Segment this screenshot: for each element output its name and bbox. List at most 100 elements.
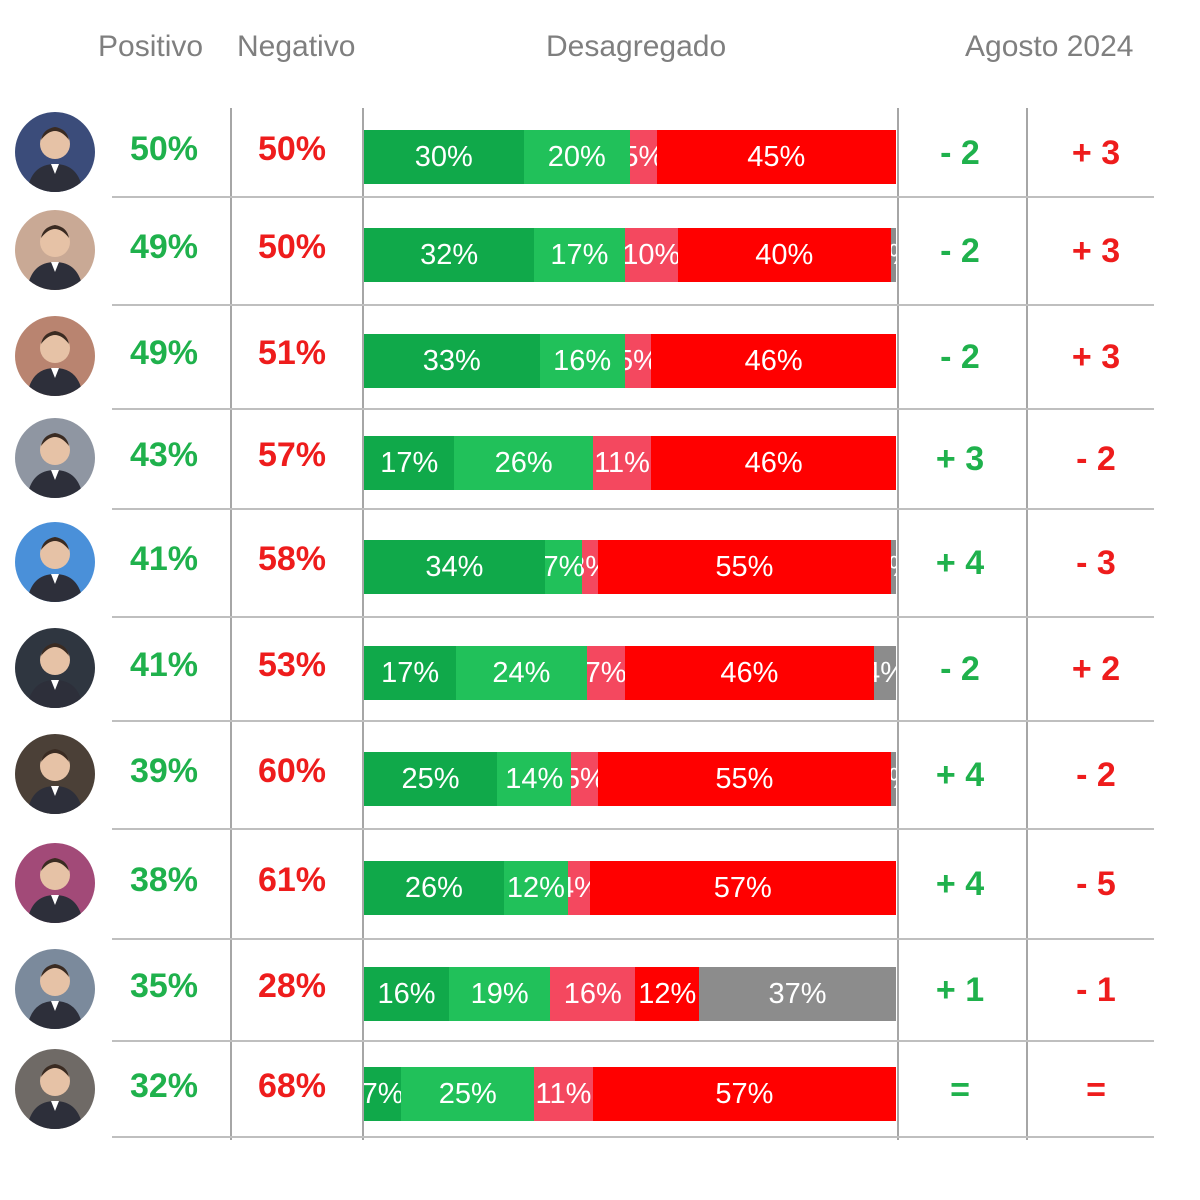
column-divider: [897, 108, 899, 1140]
row-divider: [112, 720, 1154, 722]
bar-segment-label: 7%: [544, 550, 583, 583]
bar-segment: 46%: [651, 334, 896, 388]
row-divider: [112, 938, 1154, 940]
bar-segment: 7%: [364, 1067, 402, 1121]
avatar: [15, 522, 95, 602]
bar-segment-label: 11%: [535, 1077, 592, 1110]
row-divider: [112, 196, 1154, 198]
bar-segment: 12%: [635, 967, 700, 1021]
avatar: [15, 418, 95, 498]
row-divider: [112, 1040, 1154, 1042]
person-icon: [15, 418, 95, 498]
bar-segment: 20%: [523, 130, 630, 184]
bar-segment-label: 57%: [715, 1077, 774, 1110]
change-positive: - 2: [940, 338, 980, 376]
bar-segment-label: 16%: [377, 977, 436, 1010]
stacked-bar: 26%12%4%57%0%: [364, 861, 896, 915]
person-icon: [15, 210, 95, 290]
person-icon: [15, 522, 95, 602]
change-positive: + 4: [935, 865, 985, 903]
change-positive: - 2: [940, 134, 980, 172]
bar-segment-label: 55%: [715, 762, 774, 795]
bar-segment: 46%: [624, 646, 875, 700]
bar-segment: 32%: [364, 228, 535, 282]
bar-segment: 30%: [364, 130, 524, 184]
change-negative: + 3: [1071, 134, 1121, 172]
bar-segment-label: 10%: [624, 238, 678, 271]
change-positive: + 3: [935, 440, 985, 478]
bar-segment-label: 30%: [414, 140, 473, 173]
row-divider: [112, 304, 1154, 306]
bar-segment: 37%: [699, 967, 896, 1021]
negative-value: 68%: [257, 1067, 327, 1105]
bar-segment: 11%: [592, 436, 652, 490]
bar-segment-label: 25%: [401, 762, 460, 795]
bar-segment: 55%: [598, 752, 891, 806]
row-divider: [112, 1136, 1154, 1138]
negative-value: 28%: [257, 967, 327, 1005]
bar-segment-label: 7%: [364, 1077, 402, 1110]
bar-segment-label: 32%: [420, 238, 479, 271]
bar-segment-label: 46%: [744, 344, 803, 377]
positive-value: 50%: [129, 130, 199, 168]
change-positive: + 4: [935, 544, 985, 582]
bar-segment-label: 17%: [381, 656, 440, 689]
bar-segment: 1%: [890, 540, 896, 594]
stacked-bar: 17%26%11%46%0%: [364, 436, 896, 490]
bar-segment-label: 1%: [891, 551, 896, 584]
bar-segment: 17%: [364, 436, 455, 490]
bar-segment-label: 16%: [553, 344, 612, 377]
bar-segment: 12%: [503, 861, 569, 915]
negative-value: 57%: [257, 436, 327, 474]
change-negative: - 2: [1076, 440, 1116, 478]
bar-segment: 19%: [449, 967, 551, 1021]
column-divider: [230, 108, 232, 1140]
bar-segment-label: 12%: [506, 871, 565, 904]
bar-segment: 5%: [624, 334, 652, 388]
bar-segment: 16%: [539, 334, 625, 388]
bar-segment: 5%: [629, 130, 657, 184]
bar-segment: 33%: [364, 334, 540, 388]
bar-segment: 24%: [456, 646, 587, 700]
bar-segment: 26%: [454, 436, 593, 490]
bar-segment: 55%: [598, 540, 891, 594]
bar-segment-label: 26%: [404, 871, 463, 904]
negative-value: 50%: [257, 130, 327, 168]
row-divider: [112, 828, 1154, 830]
header-breakdown: Desagregado: [546, 30, 727, 63]
bar-segment: 25%: [401, 1067, 535, 1121]
bar-segment-label: 57%: [713, 871, 772, 904]
bar-segment-label: 40%: [755, 238, 814, 271]
positive-value: 49%: [129, 228, 199, 266]
change-negative: + 3: [1071, 338, 1121, 376]
person-icon: [15, 1049, 95, 1129]
bar-segment: 46%: [651, 436, 896, 490]
person-icon: [15, 949, 95, 1029]
bar-segment-label: 26%: [494, 446, 553, 479]
avatar: [15, 1049, 95, 1129]
column-divider: [1026, 108, 1028, 1140]
bar-segment: 11%: [534, 1067, 593, 1121]
negative-value: 53%: [257, 646, 327, 684]
avatar: [15, 843, 95, 923]
bar-segment-label: 4%: [874, 657, 896, 690]
avatar: [15, 734, 95, 814]
bar-segment-label: 46%: [720, 656, 779, 689]
bar-segment: 17%: [534, 228, 625, 282]
stacked-bar: 17% 24% 7% 46% 4%: [364, 646, 896, 700]
row-divider: [112, 616, 1154, 618]
change-positive: - 2: [940, 232, 980, 270]
positive-value: 43%: [129, 436, 199, 474]
bar-segment-label: 11%: [594, 446, 650, 479]
bar-segment: 16%: [550, 967, 636, 1021]
bar-segment-label: 34%: [425, 550, 484, 583]
bar-segment-label: 14%: [505, 762, 564, 795]
change-positive: + 1: [935, 971, 985, 1009]
change-negative: + 3: [1071, 232, 1121, 270]
bar-segment-label: 24%: [492, 656, 551, 689]
change-positive: =: [950, 1071, 970, 1109]
bar-segment: 16%: [364, 967, 450, 1021]
bar-segment: 40%: [677, 228, 891, 282]
person-icon: [15, 316, 95, 396]
negative-value: 51%: [257, 334, 327, 372]
